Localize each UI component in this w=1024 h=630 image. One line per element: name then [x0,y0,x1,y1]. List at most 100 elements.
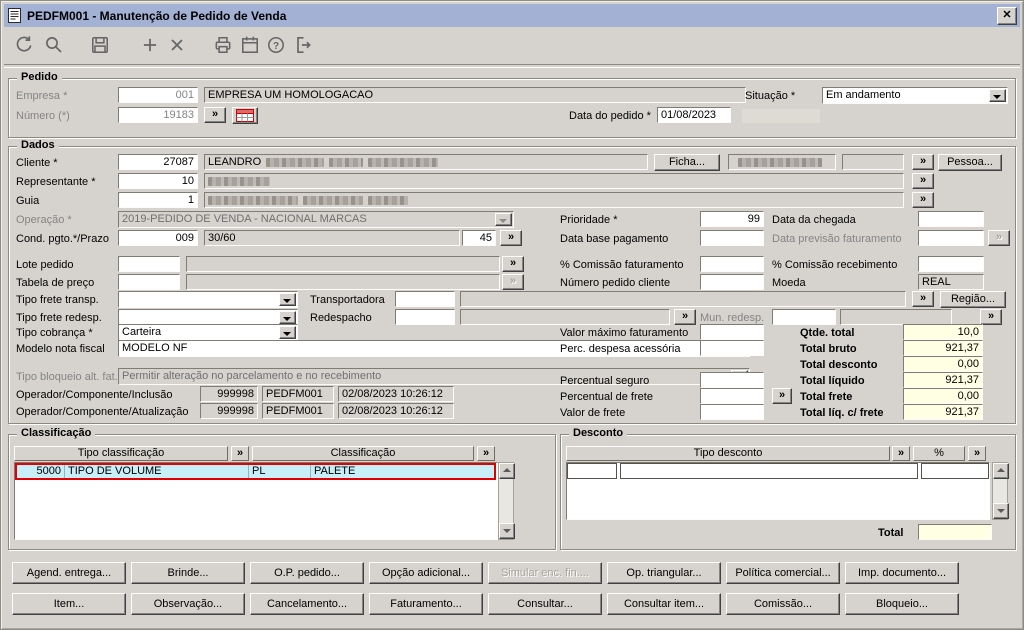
numero-lookup-button[interactable] [204,107,226,123]
classificacao-tipo-lookup-button[interactable] [231,446,249,461]
politica-comercial-button[interactable]: Política comercial... [726,562,840,584]
mun-redesp-lookup-button[interactable] [980,309,1002,325]
window-title: PEDFM001 - Manutenção de Pedido de Venda [27,8,287,23]
guia-code-field[interactable]: 1 [118,192,198,208]
dados-legend: Dados [17,139,59,151]
desconto-perc-lookup-button[interactable] [968,446,986,461]
total-bruto-field: 921,37 [903,340,983,356]
data-base-field[interactable] [700,230,764,246]
pessoa-button[interactable]: Pessoa... [938,154,1002,171]
redespacho-label: Redespacho [310,312,372,324]
item-button[interactable]: Item... [12,593,126,615]
operacao-select: 2019-PEDIDO DE VENDA - NACIONAL MARCAS [118,211,514,228]
exit-icon[interactable] [293,35,315,57]
empresa-code-field[interactable]: 001 [118,87,198,103]
comissao-rec-label: % Comissão recebimento [772,259,898,271]
desconto-row-desc-cell[interactable] [620,463,918,479]
dropdown-arrow-icon[interactable] [279,326,296,339]
transportadora-code-field[interactable] [395,291,455,307]
tipo-frete-transp-select[interactable] [118,291,298,308]
comissao-button[interactable]: Comissão... [726,593,840,615]
operador-atualizacao-label: Operador/Componente/Atualização [16,406,189,418]
tabela-preco-field[interactable] [118,274,180,290]
help-icon[interactable]: ? [266,35,288,57]
situacao-select[interactable]: Em andamento [822,87,1008,104]
scroll-up-icon[interactable] [993,463,1009,479]
transportadora-lookup-button[interactable] [912,291,934,307]
valor-frete-field[interactable] [700,404,764,420]
grid-calendar-icon[interactable] [232,107,258,124]
desconto-tipo-lookup-button[interactable] [892,446,910,461]
cliente-code-field[interactable]: 27087 [118,154,198,170]
mun-redesp-name-field [840,309,952,325]
guia-label: Guia [16,195,40,207]
empty-status-field [742,109,820,123]
consultar-item-button[interactable]: Consultar item... [607,593,721,615]
agend-entrega-button[interactable]: Agend. entrega... [12,562,126,584]
print-icon[interactable] [213,35,235,57]
scroll-up-icon[interactable] [499,463,515,479]
opcao-adicional-button[interactable]: Opção adicional... [369,562,483,584]
valor-max-fat-field[interactable] [700,324,764,340]
prioridade-field[interactable]: 99 [700,211,764,227]
scroll-down-icon[interactable] [993,503,1009,519]
operacao-value: 2019-PEDIDO DE VENDA - NACIONAL MARCAS [122,213,367,225]
calendar-icon[interactable] [240,35,262,57]
percentual-seguro-field[interactable] [700,372,764,388]
classificacao-class-lookup-button[interactable] [477,446,495,461]
numero-field[interactable]: 19183 [118,107,198,123]
imp-documento-button[interactable]: Imp. documento... [845,562,959,584]
scroll-down-icon[interactable] [499,523,515,539]
tipo-cobranca-select[interactable]: Carteira [118,324,298,341]
representante-lookup-button[interactable] [912,173,934,189]
op-pedido-button[interactable]: O.P. pedido... [250,562,364,584]
lote-code-field[interactable] [118,256,180,272]
close-icon[interactable] [997,6,1017,25]
ficha-button[interactable]: Ficha... [654,154,720,171]
dropdown-arrow-icon[interactable] [279,293,296,306]
num-pedido-cliente-field[interactable] [700,274,764,290]
regiao-button[interactable]: Região... [940,291,1006,308]
cond-pgto-code-field[interactable]: 009 [118,230,198,246]
lote-lookup-button[interactable] [502,256,524,272]
cancelamento-button[interactable]: Cancelamento... [250,593,364,615]
observacao-button[interactable]: Observação... [131,593,245,615]
desconto-row-perc-cell[interactable] [921,463,989,479]
mun-redesp-field[interactable] [772,309,836,325]
bloqueio-button[interactable]: Bloqueio... [845,593,959,615]
dropdown-arrow-icon[interactable] [989,89,1006,102]
modelo-nf-label: Modelo nota fiscal [16,343,105,355]
representante-code-field[interactable]: 10 [118,173,198,189]
svg-text:?: ? [273,41,279,52]
frete-lookup-button[interactable] [772,388,792,404]
numero-label: Número (*) [16,110,70,122]
redespacho-code-field[interactable] [395,309,455,325]
desconto-row-code-cell[interactable] [567,463,617,479]
save-icon[interactable] [90,35,112,57]
perc-despesa-field[interactable] [700,340,764,356]
data-previsao-field [918,230,984,246]
guia-lookup-button[interactable] [912,192,934,208]
undo-icon[interactable] [14,35,36,57]
add-icon[interactable] [140,35,162,57]
data-chegada-field[interactable] [918,211,984,227]
redespacho-lookup-button[interactable] [674,309,696,325]
percentual-frete-field[interactable] [700,388,764,404]
comissao-fat-field[interactable] [700,256,764,272]
search-icon[interactable] [44,35,66,57]
consultar-button[interactable]: Consultar... [488,593,602,615]
classificacao-selected-row[interactable]: 5000 TIPO DE VOLUME PL PALETE [15,463,496,480]
delete-icon[interactable] [167,35,189,57]
cond-pgto-lookup-button[interactable] [500,230,522,246]
dropdown-arrow-icon[interactable] [279,311,296,324]
desconto-scrollbar[interactable] [992,462,1009,520]
cond-pgto-prazo-field[interactable]: 45 [462,230,496,246]
cliente-lookup-button[interactable] [912,154,934,170]
op-triangular-button[interactable]: Op. triangular... [607,562,721,584]
comissao-rec-field[interactable] [918,256,984,272]
faturamento-button[interactable]: Faturamento... [369,593,483,615]
simular-enc-fin-button: Simular enc. fin.... [488,562,602,584]
classificacao-scrollbar[interactable] [498,462,515,540]
brinde-button[interactable]: Brinde... [131,562,245,584]
total-liquido-label: Total líquido [800,375,865,387]
